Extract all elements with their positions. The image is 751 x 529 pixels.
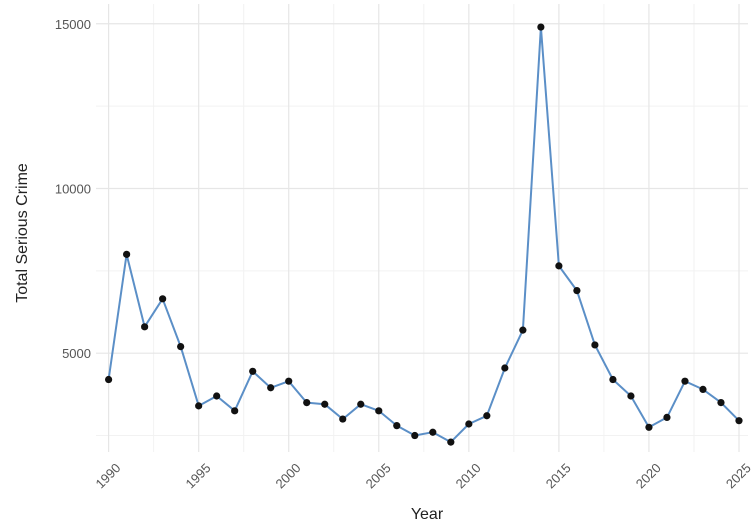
data-point [663, 413, 671, 422]
y-axis-title: Total Serious Crime [14, 163, 31, 303]
data-point [213, 392, 221, 400]
data-point [555, 262, 563, 270]
data-point [177, 342, 185, 351]
data-point [681, 377, 689, 385]
data-point [573, 286, 581, 295]
data-point [627, 392, 635, 400]
data-point [447, 438, 455, 446]
data-point [321, 400, 329, 408]
data-point [303, 398, 311, 407]
data-point [483, 412, 491, 420]
data-point [159, 295, 167, 303]
data-point [645, 423, 653, 431]
data-point [285, 377, 293, 385]
data-point [123, 250, 131, 258]
data-point [411, 431, 419, 440]
data-point [339, 415, 347, 423]
data-point [375, 407, 383, 415]
y-tick-label: 10000 [55, 181, 91, 196]
data-point [537, 23, 545, 31]
data-point [717, 398, 725, 407]
data-point [429, 428, 437, 436]
y-axis-tick-labels: 5000 10000 15000 [55, 17, 91, 361]
y-tick-label: 5000 [62, 346, 91, 361]
points-layer [105, 23, 743, 446]
data-point [735, 417, 743, 425]
data-point [609, 375, 617, 384]
data-point [591, 341, 599, 349]
data-point [393, 422, 401, 430]
data-point [519, 326, 527, 334]
data-point [249, 367, 257, 375]
data-point [195, 402, 203, 410]
data-point [231, 407, 239, 415]
data-point [357, 400, 365, 408]
data-point [699, 385, 707, 394]
grid [96, 4, 748, 452]
data-point [141, 323, 149, 331]
data-point [501, 364, 509, 372]
x-axis-title: Year [411, 506, 444, 523]
data-point [267, 384, 275, 392]
y-tick-label: 15000 [55, 17, 91, 32]
data-point [465, 420, 473, 428]
data-point [105, 375, 113, 384]
